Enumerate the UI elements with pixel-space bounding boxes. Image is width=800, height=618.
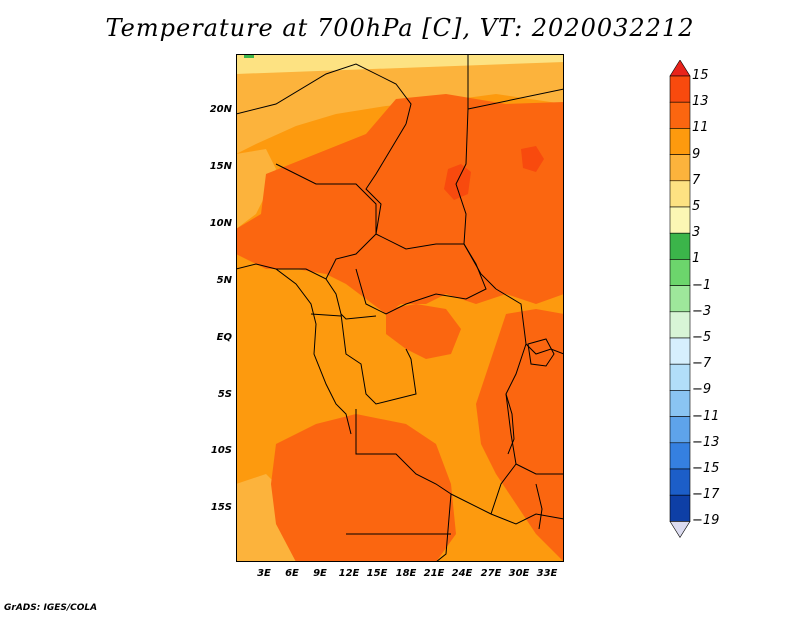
y-label-10n: 10N (209, 218, 232, 229)
x-label-30e: 30E (508, 568, 530, 579)
x-label-33e: 33E (536, 568, 558, 579)
colorbar-label: −11 (692, 408, 720, 424)
y-label-15s: 15S (210, 502, 232, 513)
colorbar-label: −13 (692, 434, 720, 450)
colorbar-bottom-arrow (669, 521, 691, 538)
colorbar-label: 13 (692, 94, 709, 110)
field-light-west (236, 149, 276, 229)
field-dark-south (271, 414, 456, 562)
y-label-5n: 5N (216, 275, 232, 286)
colorbar-box (669, 75, 691, 103)
colorbar-label: 5 (692, 199, 701, 214)
border-nigeria (275, 163, 377, 280)
x-label-27e: 27E (480, 568, 502, 579)
colorbar-label: 3 (692, 225, 701, 241)
y-label-eq: EQ (216, 332, 232, 343)
colorbar-box (669, 101, 691, 129)
colorbar-box (669, 494, 691, 522)
chart-title: Temperature at 700hPa [C], VT: 202003221… (105, 14, 695, 42)
border-chad-sudan (455, 108, 497, 290)
x-label-18e: 18E (395, 568, 417, 579)
colorbar-label: −15 (692, 461, 720, 476)
border-niger-chad (365, 123, 407, 235)
colorbar-label: 9 (692, 146, 701, 162)
colorbar-box (669, 180, 691, 208)
border-lake-malawi (535, 483, 543, 530)
colorbar-box (669, 442, 691, 470)
colorbar-box (669, 416, 691, 444)
colorbar-box (669, 232, 691, 260)
x-label-24e: 24E (451, 568, 473, 579)
border-car (355, 233, 487, 315)
field-light-north (236, 62, 564, 154)
border-coast (236, 263, 352, 435)
x-label-12e: 12E (338, 568, 360, 579)
country-borders (236, 54, 564, 562)
colorbar-label: 15 (692, 68, 709, 83)
field-dark-sahel (236, 94, 564, 314)
colorbar-label: −9 (692, 382, 712, 398)
x-label-15e: 15E (366, 568, 388, 579)
colorbar-box (669, 285, 691, 313)
x-label-3e: 3E (257, 568, 271, 579)
colorbar-box (669, 206, 691, 234)
border-angola (355, 409, 452, 562)
colorbar-label: −3 (692, 303, 712, 319)
border-tanzania (515, 463, 564, 475)
field-hot-sudan (521, 146, 544, 172)
colorbar-label: −7 (692, 356, 712, 372)
border-congo (340, 313, 417, 405)
border-sahara (236, 63, 412, 125)
colorbar-label: −1 (692, 277, 712, 293)
colorbar-label: −19 (692, 513, 720, 529)
colorbar-box (669, 468, 691, 496)
colorbar-box (669, 128, 691, 155)
border-east-lakes (525, 343, 564, 355)
colorbar-label: 1 (692, 251, 701, 267)
x-label-21e: 21E (423, 568, 445, 579)
x-label-9e: 9E (313, 568, 327, 579)
border-zambia (450, 493, 564, 525)
border-lake-tanganyika (505, 393, 515, 455)
border-gabon (310, 313, 342, 317)
colorbar-label: 7 (692, 172, 701, 188)
colorbar-box (669, 363, 691, 391)
y-label-5s: 5S (217, 389, 232, 400)
map-frame (236, 54, 564, 562)
field-green-speck (244, 54, 254, 58)
colorbar-box (669, 337, 691, 365)
colorbar-label: −17 (692, 487, 720, 503)
y-label-15n: 15N (209, 161, 232, 172)
y-label-20n: 20N (209, 104, 232, 115)
y-label-10s: 10S (210, 445, 232, 456)
x-label-6e: 6E (285, 568, 299, 579)
colorbar-label: −5 (692, 330, 712, 345)
border-lake-victoria (527, 338, 555, 367)
colorbar-box (669, 259, 691, 286)
colorbar (669, 60, 691, 538)
colorbar-label: 11 (692, 120, 709, 136)
field-dark-east (476, 309, 564, 562)
temperature-map (236, 54, 564, 562)
grads-credit: GrADS: IGES/COLA (4, 603, 98, 613)
field-dark-central (386, 304, 461, 359)
colorbar-top-arrow (669, 60, 691, 77)
colorbar-box (669, 390, 691, 417)
colorbar-box (669, 311, 691, 339)
colorbar-box (669, 154, 691, 182)
